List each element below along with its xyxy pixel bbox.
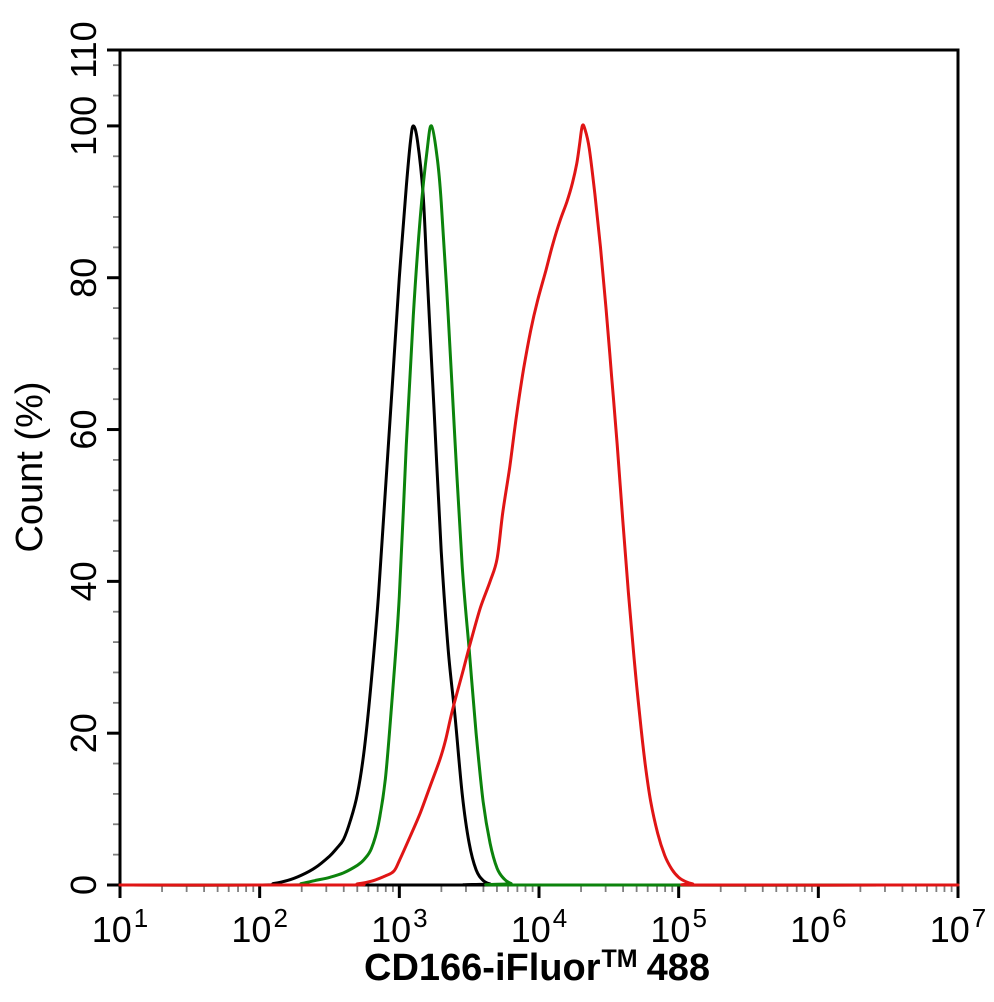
series-curve-green [118, 124, 960, 887]
x-axis-title: CD166-iFluorTM 488 [364, 945, 710, 989]
histogram-curves [118, 123, 960, 887]
x-tick-label: 103 [371, 903, 428, 950]
y-tick-label: 80 [63, 258, 104, 298]
x-tick-label: 107 [930, 903, 987, 950]
y-tick-label: 0 [63, 875, 104, 895]
y-tick-labels: 0 20 40 60 80 100 110 [63, 21, 104, 895]
y-tick-label: 110 [63, 21, 104, 78]
x-tick-label: 105 [650, 903, 707, 950]
x-tick-label: 101 [92, 903, 149, 950]
plot-frame [118, 48, 960, 887]
x-tick-label: 106 [790, 903, 847, 950]
y-axis-title: Count (%) [9, 381, 51, 552]
y-tick-label: 40 [63, 561, 104, 601]
x-tick-label: 104 [511, 903, 568, 950]
y-tick-label: 20 [63, 713, 104, 753]
y-tick-label: 60 [63, 410, 104, 450]
x-tick-labels: 101 102 103 104 105 106 107 [92, 903, 987, 950]
major-ticks [107, 48, 960, 898]
minor-ticks [113, 64, 953, 892]
series-curve-black [118, 124, 960, 887]
series-curve-red [118, 123, 960, 887]
y-tick-label: 100 [63, 96, 104, 156]
x-tick-label: 102 [231, 903, 288, 950]
